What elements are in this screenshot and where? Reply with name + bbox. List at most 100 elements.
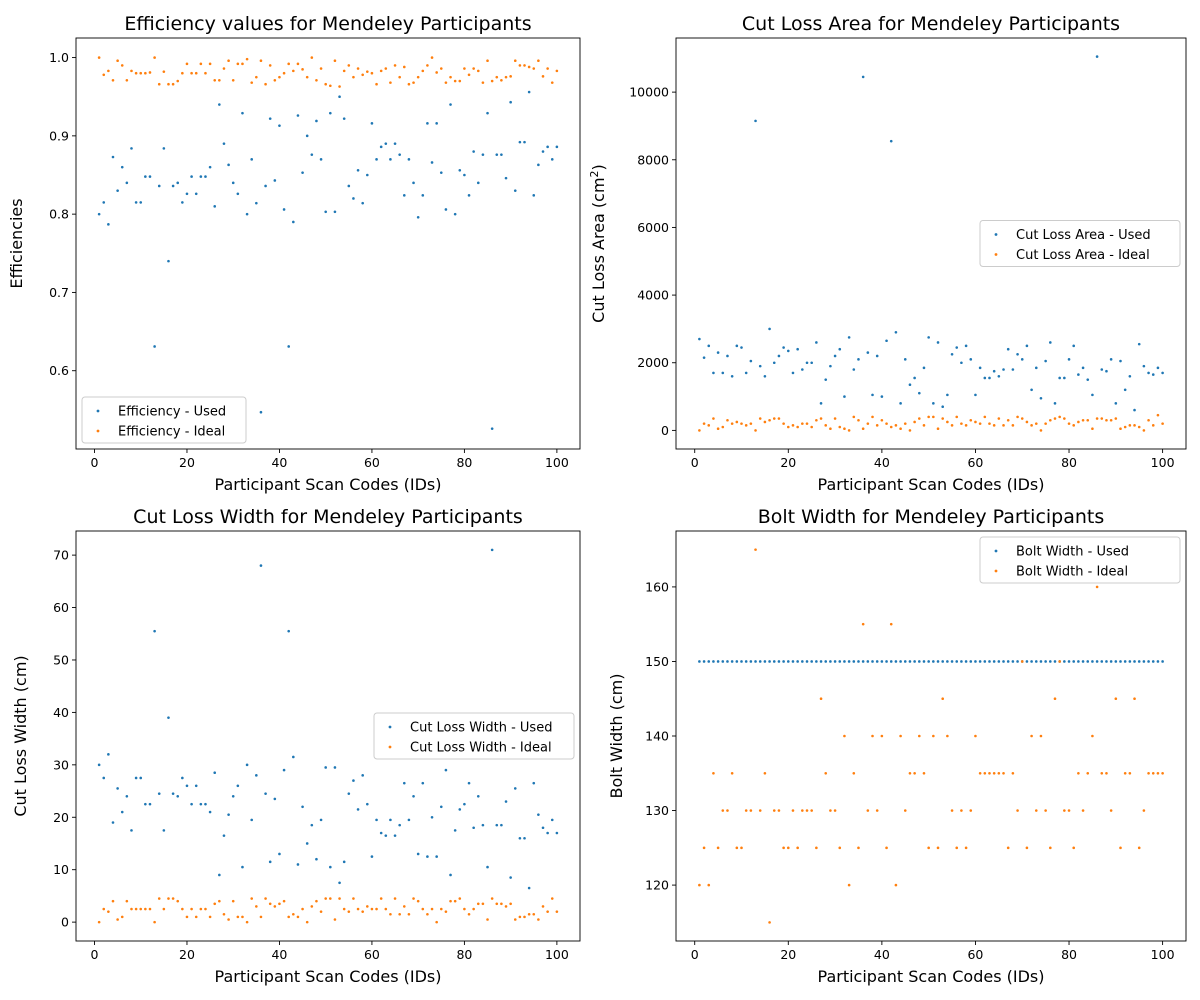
data-point — [1006, 347, 1010, 351]
data-point — [255, 75, 258, 79]
data-point — [111, 899, 115, 903]
legend-entry: Efficiency - Used — [118, 405, 226, 420]
data-point — [444, 208, 448, 211]
data-point — [950, 809, 954, 812]
data-point — [296, 62, 300, 66]
data-point — [955, 660, 959, 663]
data-point — [702, 846, 706, 850]
data-point — [992, 424, 996, 427]
data-point — [801, 809, 804, 812]
data-point — [754, 548, 757, 551]
data-point — [946, 734, 949, 738]
data-point — [509, 75, 512, 78]
data-point — [1081, 660, 1085, 663]
data-point — [1058, 415, 1061, 419]
data-point — [393, 834, 397, 837]
data-point — [310, 823, 314, 827]
data-point — [978, 660, 982, 663]
data-point — [315, 78, 318, 82]
data-point — [824, 771, 828, 775]
data-point — [716, 351, 720, 354]
data-point — [894, 660, 898, 663]
data-point — [819, 660, 823, 663]
x-tick-label: 100 — [1151, 455, 1175, 470]
data-point — [796, 425, 799, 429]
data-point — [296, 863, 300, 866]
data-point — [120, 165, 124, 169]
data-point — [758, 364, 762, 368]
data-point — [829, 809, 832, 812]
legend-frame — [979, 220, 1181, 267]
data-point — [176, 794, 180, 798]
data-point — [1147, 371, 1150, 375]
data-point — [1091, 660, 1094, 663]
data-point — [236, 62, 240, 66]
data-point — [144, 802, 147, 806]
data-point — [513, 918, 517, 921]
data-point — [1072, 424, 1076, 427]
data-point — [1151, 660, 1155, 663]
data-point — [871, 660, 874, 663]
data-point — [1030, 424, 1033, 427]
data-point — [120, 64, 124, 67]
data-point — [843, 660, 846, 663]
data-point — [375, 907, 378, 911]
data-point — [1081, 418, 1085, 422]
data-point — [899, 402, 902, 405]
data-point — [527, 886, 531, 890]
data-point — [116, 189, 119, 192]
legend-entry: Cut Loss Width - Ideal — [410, 741, 552, 756]
data-point — [333, 918, 337, 921]
data-point — [1123, 388, 1127, 392]
data-point — [453, 212, 457, 216]
data-point — [241, 915, 244, 919]
data-point — [102, 907, 106, 911]
x-axis-label: Participant Scan Codes (IDs) — [818, 967, 1045, 986]
data-point — [292, 69, 295, 73]
data-point — [555, 69, 559, 73]
data-point — [749, 660, 753, 663]
data-point — [324, 766, 327, 769]
data-point — [259, 59, 263, 63]
data-point — [486, 918, 489, 921]
data-point — [273, 905, 277, 908]
legend-marker — [994, 253, 998, 256]
data-point — [903, 358, 907, 361]
data-point — [523, 140, 526, 144]
data-point — [960, 422, 963, 425]
data-point — [227, 918, 230, 921]
data-point — [698, 883, 701, 887]
data-point — [523, 836, 526, 840]
data-point — [988, 376, 991, 380]
y-tick-label: 60 — [53, 600, 69, 615]
data-point — [960, 660, 963, 663]
data-point — [125, 899, 129, 903]
data-point — [1049, 660, 1052, 663]
data-point — [932, 402, 935, 405]
data-point — [1063, 417, 1066, 420]
data-point — [1020, 660, 1024, 663]
data-point — [527, 65, 531, 69]
data-point — [366, 70, 369, 73]
legend-marker — [994, 233, 998, 236]
data-point — [389, 81, 392, 84]
data-point — [416, 75, 420, 79]
data-point — [227, 813, 230, 816]
data-point — [495, 75, 499, 79]
data-point — [218, 873, 221, 877]
data-point — [1161, 771, 1164, 775]
data-point — [894, 883, 898, 887]
data-point — [467, 912, 471, 916]
data-point — [969, 418, 973, 422]
data-point — [537, 813, 540, 816]
data-point — [763, 771, 767, 775]
data-point — [375, 82, 378, 86]
data-point — [513, 189, 517, 192]
data-point — [777, 417, 781, 420]
data-point — [102, 73, 106, 77]
data-point — [472, 907, 475, 911]
y-tick-label: 70 — [53, 548, 69, 563]
data-point — [181, 907, 184, 911]
legend-entry: Efficiency - Ideal — [118, 425, 225, 440]
legend-entry: Cut Loss Area - Used — [1016, 228, 1151, 243]
